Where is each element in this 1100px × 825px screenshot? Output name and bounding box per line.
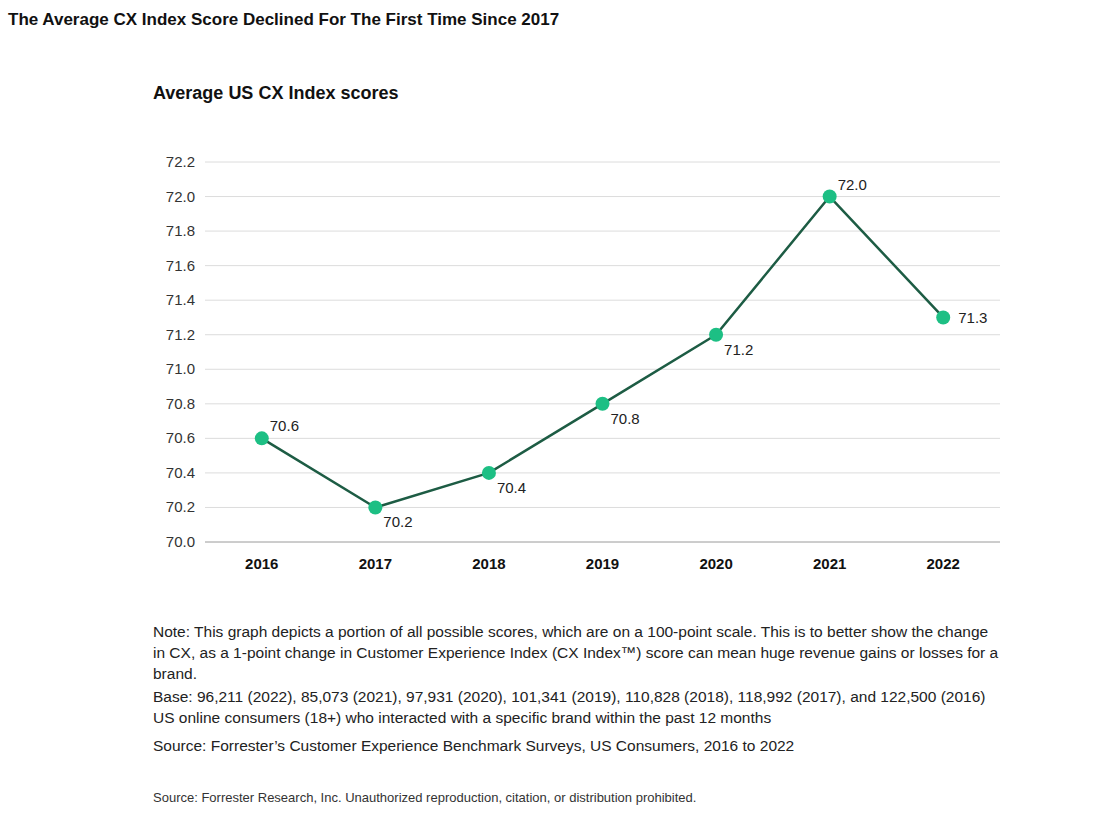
- grid-line: [205, 196, 1000, 197]
- y-tick-label: 72.2: [166, 153, 195, 170]
- base-note: Base: 96,211 (2022), 85,073 (2021), 97,9…: [153, 686, 1003, 728]
- x-tick-label: 2019: [586, 555, 619, 572]
- x-tick-label: 2016: [245, 555, 278, 572]
- x-tick-label: 2022: [927, 555, 960, 572]
- data-label: 72.0: [838, 176, 867, 193]
- footer: Source: Forrester Research, Inc. Unautho…: [153, 790, 696, 805]
- grid-line: [205, 162, 1000, 163]
- x-tick-label: 2017: [359, 555, 392, 572]
- marker: [368, 500, 382, 514]
- grid-line: [205, 472, 1000, 473]
- marks: [255, 190, 950, 515]
- subtitle: Average US CX Index scores: [153, 83, 398, 103]
- y-tick-label: 71.8: [166, 222, 195, 239]
- data-label: 70.4: [497, 479, 526, 496]
- y-tick-label: 70.8: [166, 395, 195, 412]
- note: Note: This graph depicts a portion of al…: [153, 621, 1003, 684]
- y-tick-label: 70.6: [166, 429, 195, 446]
- marker: [709, 328, 723, 342]
- marker: [596, 397, 610, 411]
- marker: [936, 310, 950, 324]
- y-tick-label: 71.2: [166, 326, 195, 343]
- data-label: 70.2: [383, 513, 412, 530]
- grid: [205, 162, 1000, 542]
- x-tick-label: 2018: [472, 555, 505, 572]
- data-label: 71.2: [724, 341, 753, 358]
- y-tick-label: 72.0: [166, 188, 195, 205]
- data-label: 70.8: [611, 410, 640, 427]
- grid-line: [205, 334, 1000, 335]
- y-tick-label: 70.0: [166, 533, 195, 550]
- grid-line: [205, 507, 1000, 508]
- y-tick-label: 70.2: [166, 498, 195, 515]
- line: [262, 197, 943, 508]
- grid-line: [205, 438, 1000, 439]
- grid-line: [205, 369, 1000, 370]
- y-tick-label: 70.4: [166, 464, 195, 481]
- y-tick-label: 71.0: [166, 360, 195, 377]
- grid-line: [205, 300, 1000, 301]
- y-tick-label: 71.6: [166, 257, 195, 274]
- data-label: 71.3: [958, 309, 987, 326]
- grid-line: [205, 265, 1000, 266]
- marker: [482, 466, 496, 480]
- title: The Average CX Index Score Declined For …: [8, 10, 559, 30]
- grid-line: [205, 231, 1000, 232]
- axis-line: [205, 542, 1000, 543]
- y-tick-label: 71.4: [166, 291, 195, 308]
- marker: [823, 190, 837, 204]
- x-tick-label: 2021: [813, 555, 846, 572]
- marker: [255, 431, 269, 445]
- source-note: Source: Forrester’s Customer Experience …: [153, 735, 1003, 756]
- x-tick-label: 2020: [699, 555, 732, 572]
- data-label: 70.6: [270, 417, 299, 434]
